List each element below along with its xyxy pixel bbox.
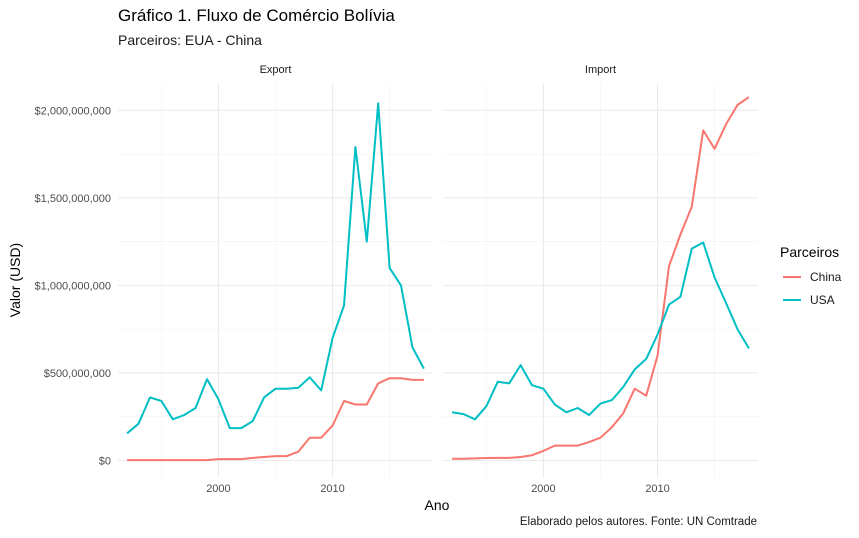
- series-line-usa-export: [126, 102, 425, 435]
- x-tick-label: 2000: [206, 483, 230, 495]
- facet-label: Import: [585, 64, 616, 76]
- series-line-china-import: [452, 96, 750, 460]
- y-tick-label: $0: [99, 455, 111, 467]
- series-line-usa-import: [451, 241, 750, 421]
- facet-strips: Export Import: [260, 64, 616, 76]
- y-tick-label: $1,500,000,000: [35, 193, 111, 205]
- grid-layer: [118, 84, 758, 478]
- legend-label-usa: USA: [810, 293, 835, 307]
- y-axis-title: Valor (USD): [7, 243, 23, 317]
- y-axis: $0 $500,000,000 $1,000,000,000 $1,500,000,0…: [35, 105, 111, 467]
- series-line-china-export: [127, 377, 424, 462]
- series-lines: [126, 96, 750, 462]
- chart-subtitle: Parceiros: EUA - China: [118, 32, 262, 48]
- y-tick-label: $1,000,000,000: [35, 280, 111, 292]
- legend-title: Parceiros: [780, 244, 839, 260]
- x-tick-label: 2010: [645, 483, 669, 495]
- legend: Parceiros China USA: [780, 244, 842, 307]
- legend-label-china: China: [810, 270, 842, 284]
- chart-title: Gráfico 1. Fluxo de Comércio Bolívia: [118, 6, 395, 25]
- x-tick-label: 2010: [320, 483, 344, 495]
- x-axis-title: Ano: [425, 497, 450, 513]
- y-tick-label: $2,000,000,000: [35, 105, 111, 117]
- x-axis: 2000 2010 2000 2010: [206, 483, 670, 495]
- x-tick-label: 2000: [531, 483, 555, 495]
- chart-caption: Elaborado pelos autores. Fonte: UN Comtr…: [519, 516, 757, 528]
- y-tick-label: $500,000,000: [44, 368, 111, 380]
- facet-label: Export: [260, 64, 292, 76]
